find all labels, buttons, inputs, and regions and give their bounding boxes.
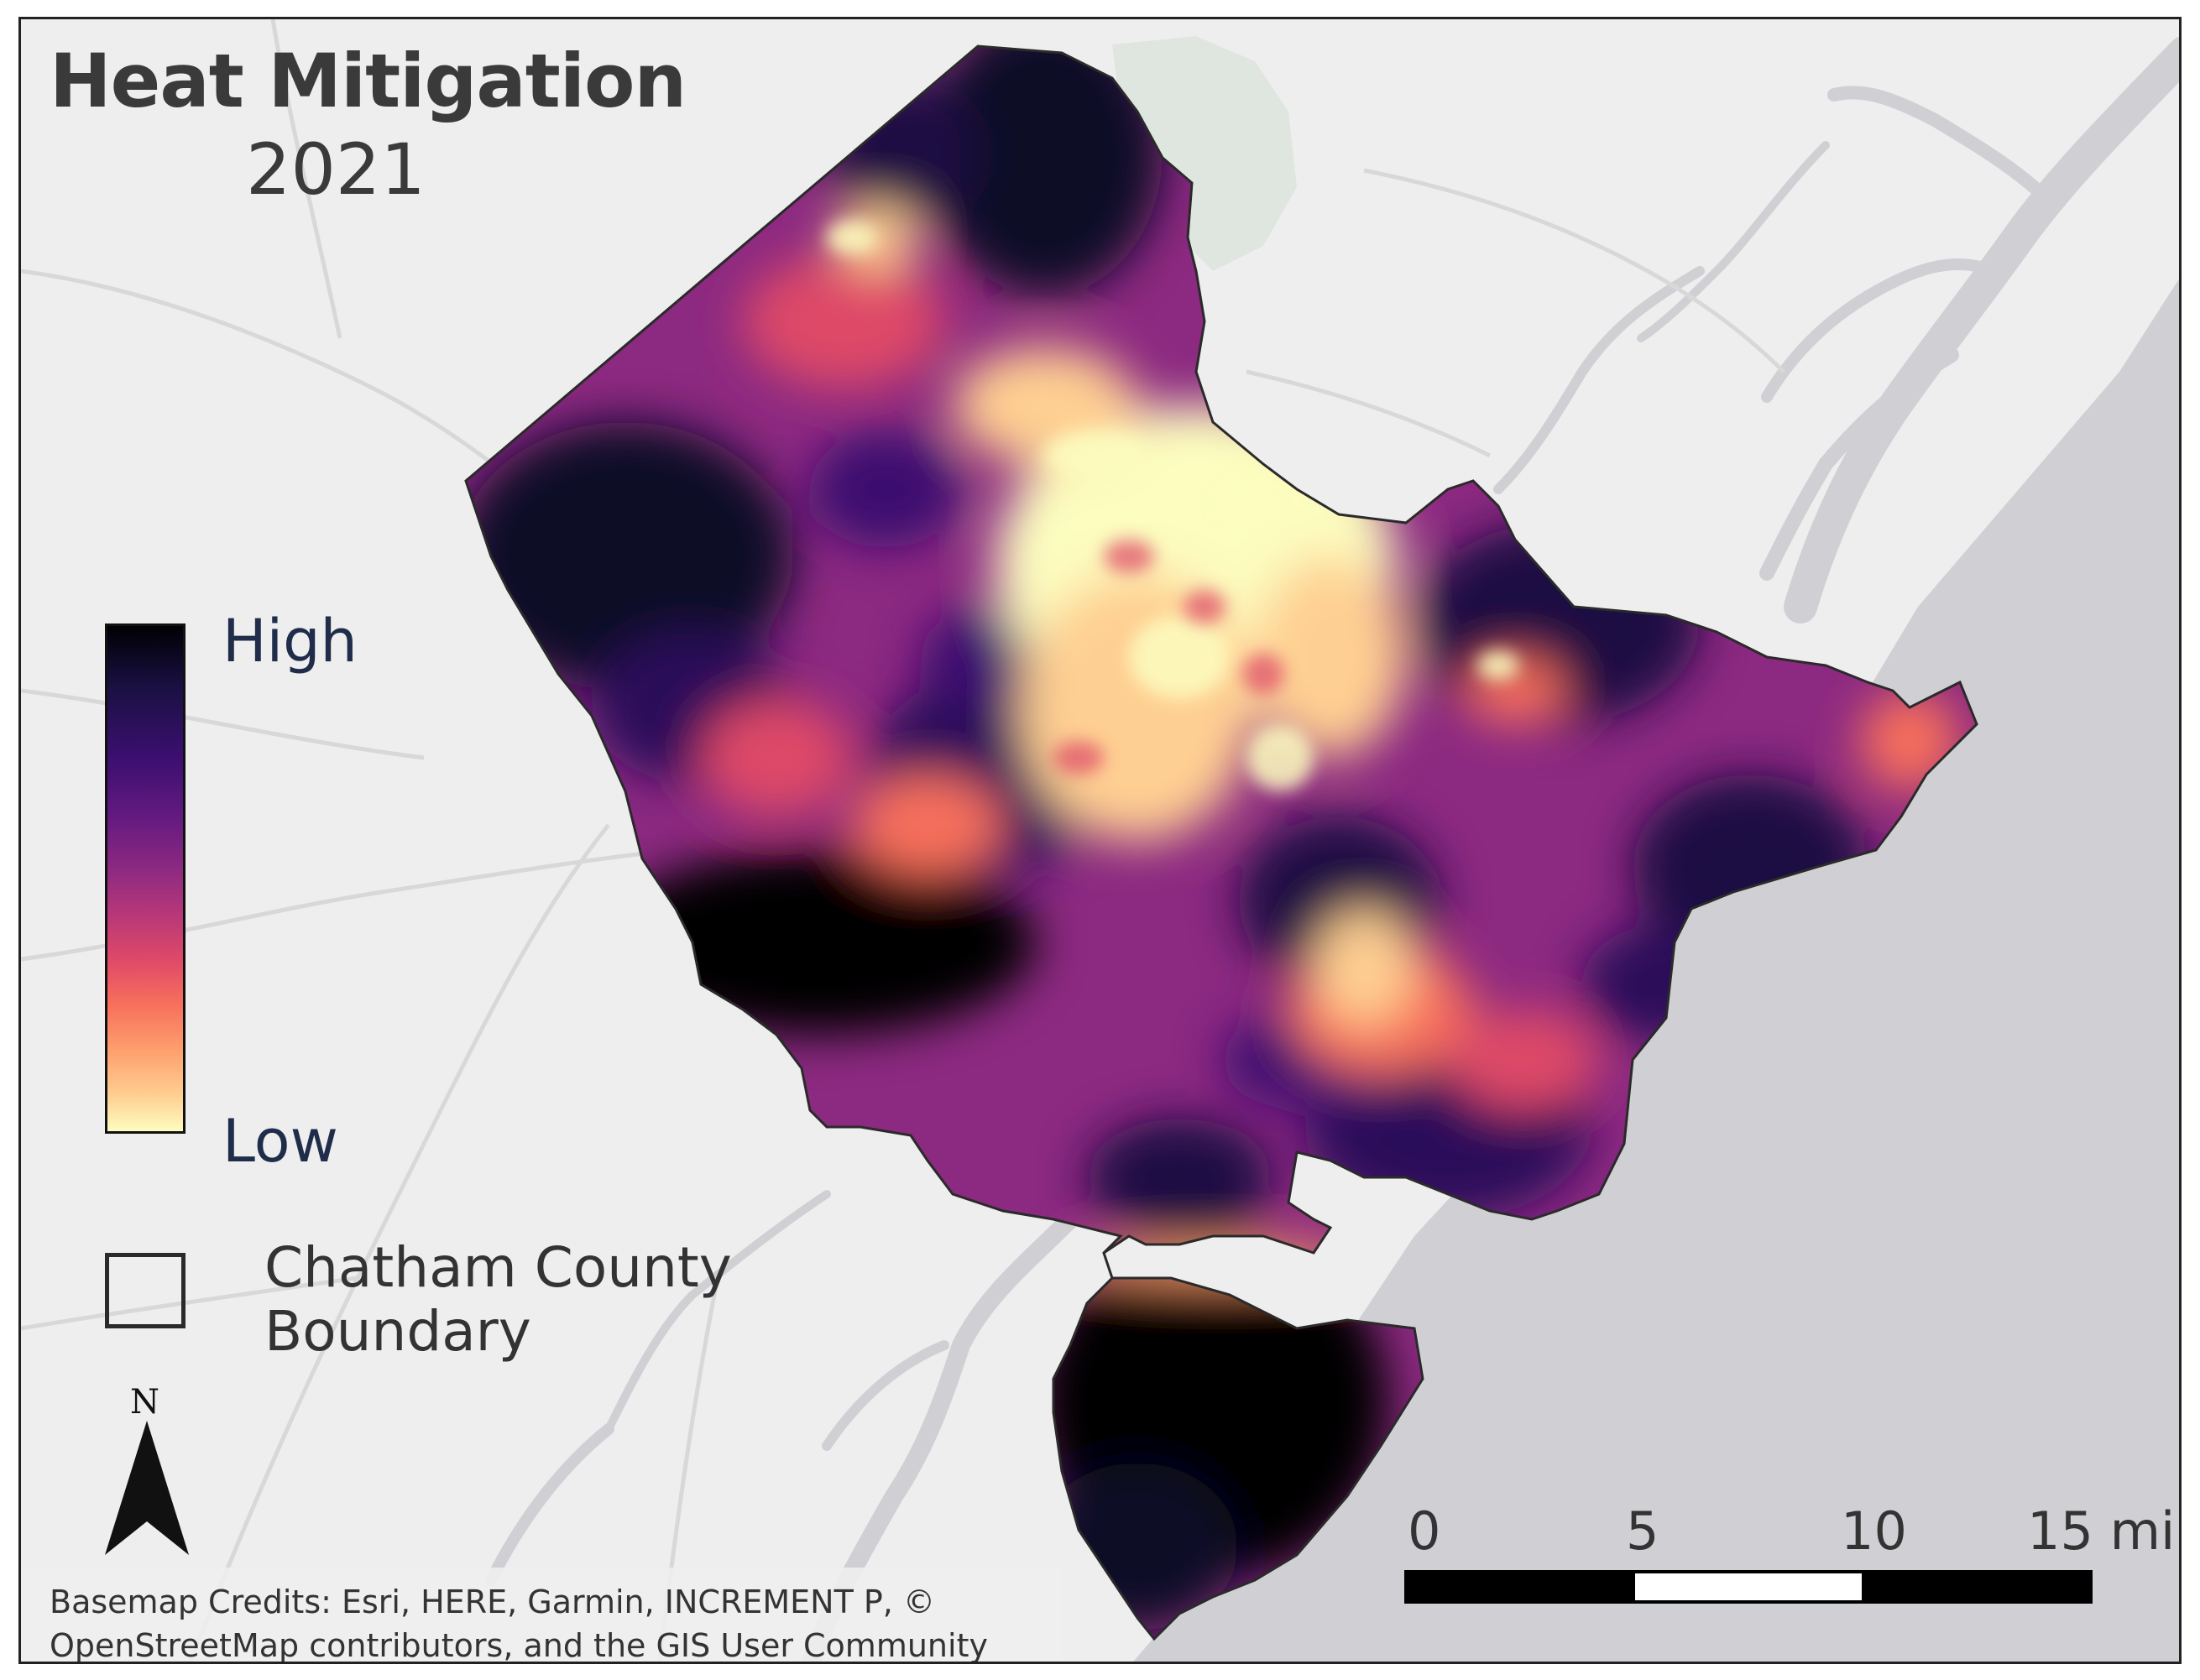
boundary-legend-label: Chatham County Boundary	[264, 1235, 732, 1364]
legend-color-ramp	[105, 623, 186, 1134]
map-frame: Heat Mitigation 2021 High Low Chatham Co…	[18, 17, 2182, 1664]
scale-tick-5: 5	[1626, 1500, 1659, 1562]
legend-low-label: Low	[222, 1107, 338, 1176]
scale-bar	[1404, 1570, 2093, 1604]
scale-bar-segment	[1408, 1573, 1635, 1600]
map-subtitle: 2021	[246, 128, 426, 211]
credits-background	[21, 1568, 1062, 1662]
legend-high-label: High	[222, 607, 358, 676]
parkland	[1112, 36, 1297, 271]
scale-bar-segment	[1634, 1573, 1863, 1600]
map-canvas[interactable]	[21, 19, 2182, 1664]
scale-tick-0: 0	[1408, 1500, 1441, 1562]
scale-tick-15: 15 mi	[2027, 1500, 2176, 1562]
boundary-legend-swatch	[105, 1253, 186, 1328]
north-label: N	[130, 1383, 159, 1422]
map-title: Heat Mitigation	[50, 38, 687, 124]
scale-bar-segment	[1862, 1573, 2089, 1600]
basemap-credits: Basemap Credits: Esri, HERE, Garmin, INC…	[50, 1583, 988, 1664]
roads	[21, 19, 1785, 1662]
scale-tick-10: 10	[1841, 1500, 1907, 1562]
north-arrow-icon	[105, 1421, 189, 1555]
county-boundary[interactable]	[464, 44, 1978, 1641]
